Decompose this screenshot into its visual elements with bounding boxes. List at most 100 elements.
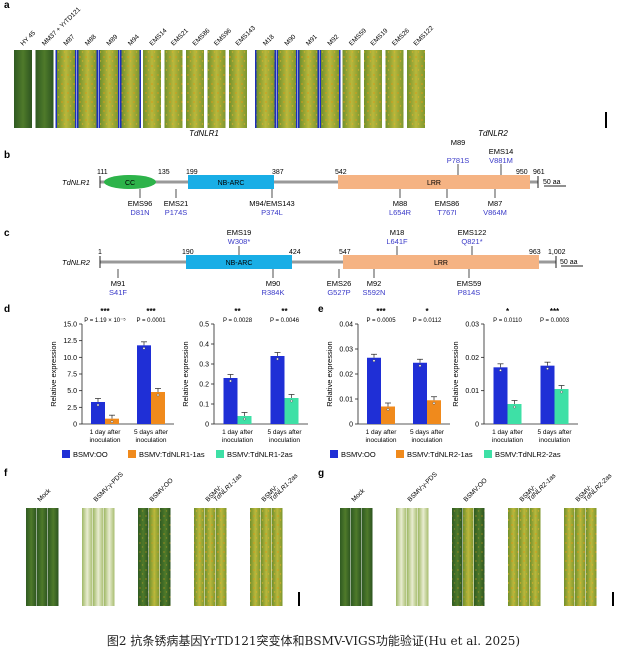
leaf-strip <box>26 508 37 606</box>
panel-label-e: e <box>318 304 324 315</box>
rust-overlay <box>452 508 463 606</box>
y-tick-label: 0.1 <box>199 402 209 409</box>
y-tick-label: 0.04 <box>339 322 353 329</box>
rust-overlay <box>121 50 140 128</box>
leaf-label-13: M91 <box>305 33 319 47</box>
legend-e: BSMV:OO BSMV:TdNLR2-1as BSMV:TdNLR2-2as <box>330 450 561 459</box>
mut-b-bot-4-id: EMS86 <box>435 199 460 208</box>
mut-c-top-2-aa: Q821* <box>461 237 482 246</box>
panel-g-leaves: Mock BSMV:γ-PDS BSMV:OO BSMV:TdNLR2-1as BSMV… <box>340 471 614 606</box>
x-tick-label: inoculation <box>492 437 523 444</box>
mut-c-bot-1-id: M90 <box>266 279 281 288</box>
y-tick-label: 12.5 <box>63 338 77 345</box>
mut-c-bot-4-id: EMS59 <box>457 279 482 288</box>
x-tick-label: 1 day after <box>366 429 398 436</box>
x-tick-label: 5 days after <box>538 429 573 436</box>
mut-b-bot-0-id: EMS96 <box>128 199 153 208</box>
chart-d: 0 2.5 5.0 7.5 10.0 12.5 15.0 Relative expressio… <box>49 307 174 444</box>
y-tick-label: 0 <box>73 422 77 429</box>
rust-overlay <box>143 50 161 128</box>
y-tick-label: 0.03 <box>465 322 479 329</box>
leaf-label-0: Mock <box>350 487 366 503</box>
x-tick-label: inoculation <box>222 437 253 444</box>
leaf-label-4: M89 <box>105 33 119 47</box>
mut-b-bot-5-id: M87 <box>488 199 503 208</box>
leaf-label-14: M92 <box>326 33 340 47</box>
panel-label-f: f <box>4 468 8 479</box>
y-tick-label: 0.5 <box>199 322 209 329</box>
mut-b-top-1-aa: P781S <box>447 156 470 165</box>
bar-e2-1-0 <box>507 404 522 424</box>
scale-b: 50 aa <box>543 179 561 186</box>
rust-overlay <box>205 508 216 606</box>
rust-overlay <box>250 508 261 606</box>
bar-e-0-1 <box>413 362 427 424</box>
rust-overlay <box>138 508 149 606</box>
mut-c-top-2-id: EMS122 <box>458 228 487 237</box>
p-value: P = 0.0110 <box>493 318 522 324</box>
rust-overlay <box>463 508 474 606</box>
data-point <box>276 357 279 361</box>
p-value: P = 1.19 × 10⁻⁵ <box>84 317 126 324</box>
legend-d-0: BSMV:OO <box>73 450 108 459</box>
panel-label-d: d <box>4 304 10 315</box>
leaf-label-8: EMS86 <box>191 27 211 47</box>
bar-d-0-0 <box>91 402 105 424</box>
domain-nbarc-c <box>186 255 292 269</box>
pos-b-6: 961 <box>533 169 545 176</box>
y-tick-label: 0 <box>475 422 479 429</box>
bar-d-0-1 <box>137 345 151 424</box>
x-tick-label: 5 days after <box>268 429 303 436</box>
rust-overlay <box>229 50 247 128</box>
data-point <box>110 420 114 423</box>
mut-b-top-0-id: EMS14 <box>489 147 514 156</box>
p-value: P = 0.0112 <box>413 318 442 324</box>
significance-stars: *** <box>146 307 156 316</box>
chart-e: 0 0.01 0.02 0.03 0.04 Relative expression *** P… <box>325 307 450 444</box>
rust-overlay <box>385 50 404 128</box>
x-tick-label: inoculation <box>269 437 300 444</box>
mut-b-top-0-aa: V881M <box>489 156 513 165</box>
leaf-label-12: M90 <box>283 33 297 47</box>
mut-b-bot-3-id: M88 <box>393 199 408 208</box>
rust-overlay <box>508 508 519 606</box>
data-point <box>386 408 390 411</box>
domain-label-nbarc-b: NB-ARC <box>218 180 245 187</box>
leaf-strip <box>48 508 59 606</box>
panel-label-b: b <box>4 150 10 161</box>
x-tick-label: inoculation <box>135 437 166 444</box>
leaf-label-16: EMS19 <box>369 27 389 47</box>
data-point <box>560 390 563 394</box>
rust-overlay <box>278 50 296 128</box>
data-point <box>513 405 516 409</box>
rust-overlay <box>564 508 575 606</box>
significance-stars: * <box>506 307 510 316</box>
pos-b-4: 542 <box>335 169 347 176</box>
legend-d-2: BSMV:TdNLR1-2as <box>227 450 293 459</box>
rust-overlay <box>194 508 205 606</box>
legend-d: BSMV:OO BSMV:TdNLR1-1as BSMV:TdNLR1-2as <box>62 450 293 459</box>
mut-c-top-1-id: M18 <box>390 228 405 237</box>
leaf-label-2: BSMV:OO <box>462 477 488 503</box>
data-point <box>499 369 502 372</box>
mut-c-bot-2-aa: G527P <box>327 288 350 297</box>
mut-b-bot-1-id: EMS21 <box>164 199 189 208</box>
scale-bar-a <box>605 112 607 128</box>
mut-b-bot-2-aa: P374L <box>261 208 283 217</box>
bar-e2-1-1 <box>554 389 569 424</box>
y-axis-label: Relative expression <box>325 341 334 406</box>
y-tick-label: 0.01 <box>465 388 479 395</box>
rust-overlay <box>256 50 275 128</box>
y-tick-label: 0 <box>205 422 209 429</box>
bar-d2-1-1 <box>284 398 299 424</box>
bar-d-1-1 <box>151 392 165 424</box>
pos-b-3: 387 <box>272 169 284 176</box>
mut-c-bot-3-id: M92 <box>367 279 382 288</box>
data-point <box>243 417 246 421</box>
mut-c-bot-1-aa: R384K <box>262 288 285 297</box>
leaf-strip <box>418 508 429 606</box>
pos-c-2: 424 <box>289 249 301 256</box>
mut-b-bot-4-aa: T767I <box>437 208 456 217</box>
x-tick-label: 5 days after <box>134 429 169 436</box>
bar-d2-0-1 <box>270 356 285 424</box>
